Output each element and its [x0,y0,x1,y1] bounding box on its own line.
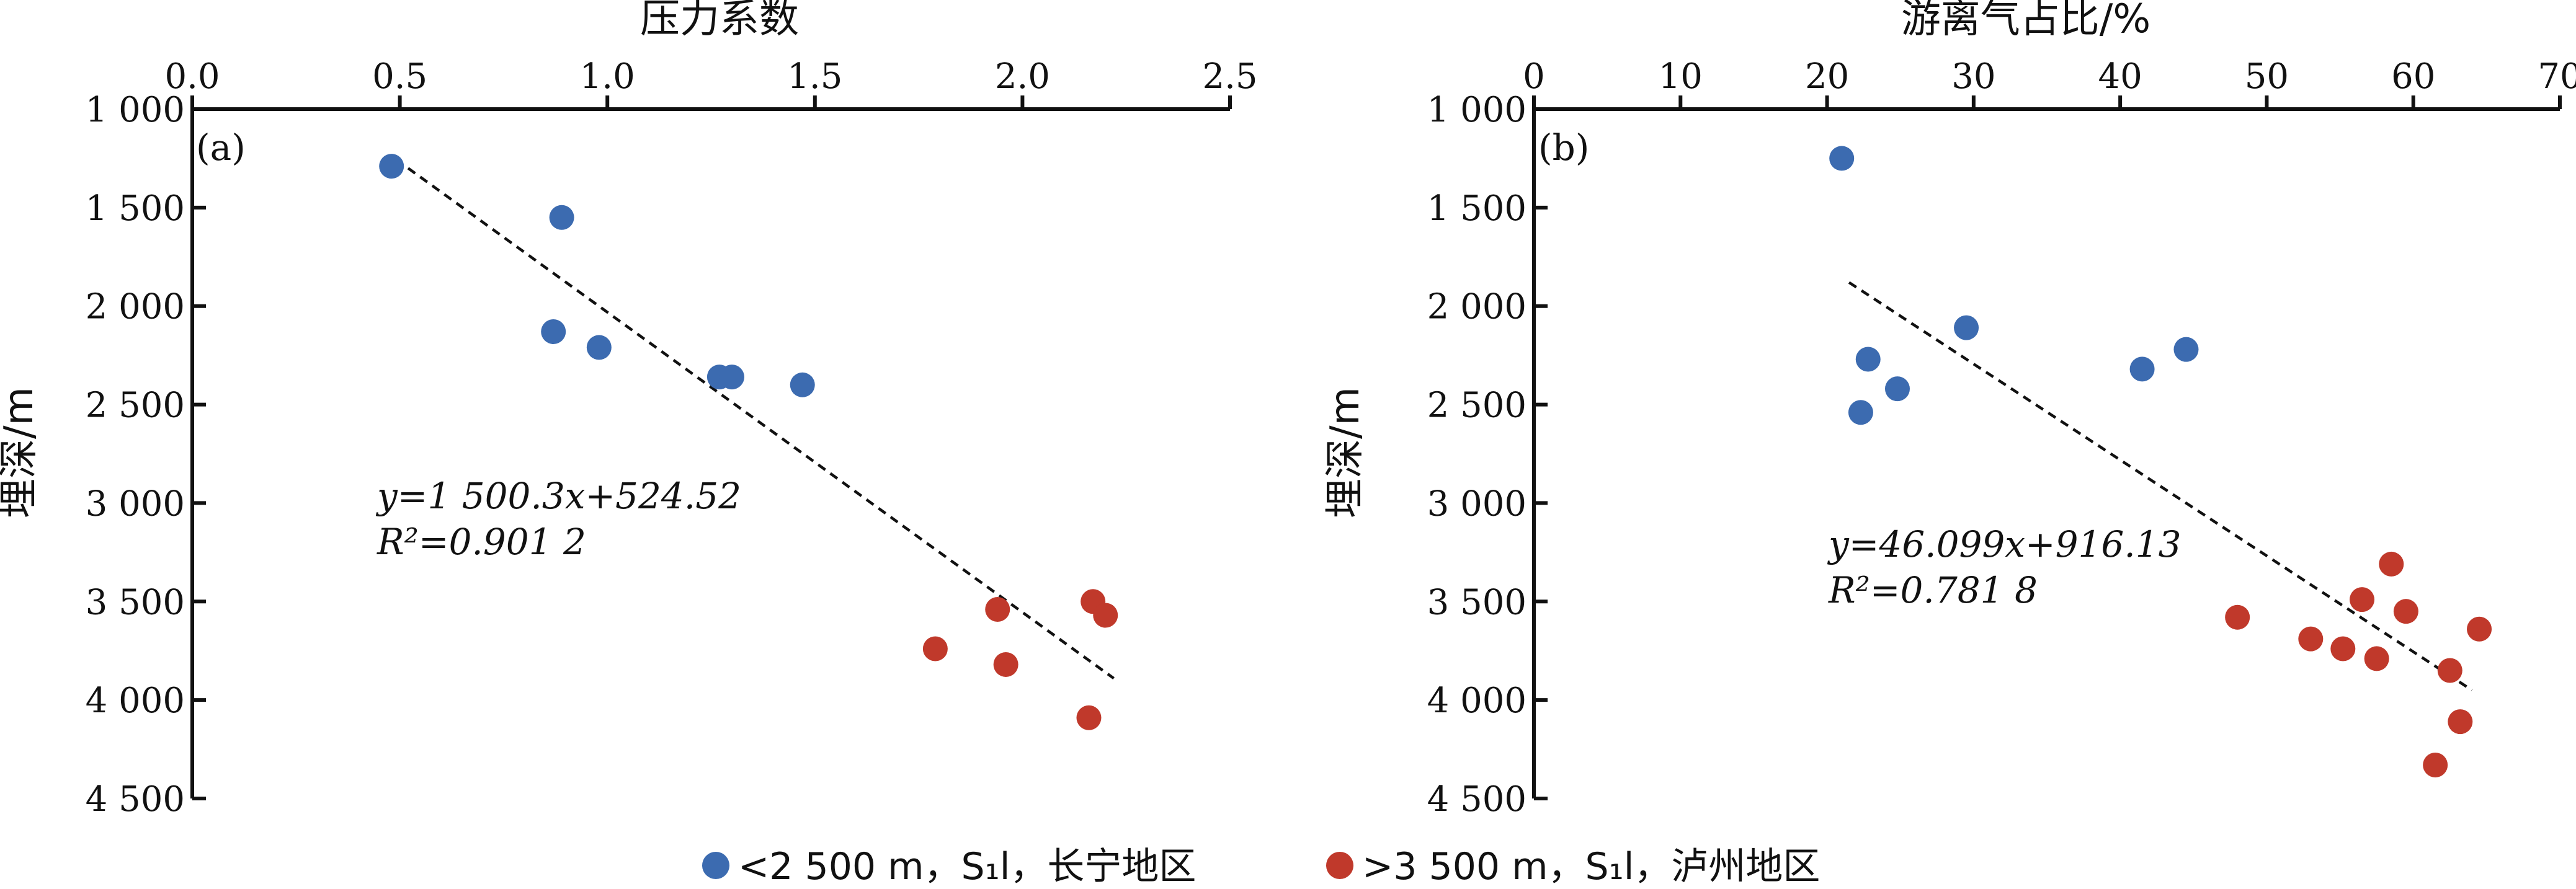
y-tick-label: 4 500 [1427,779,1526,820]
x-tick-label: 2.5 [1202,56,1257,97]
y-tick-label: 1 500 [1427,188,1526,229]
x-tick-label: 0 [1523,56,1545,97]
changning-point [2129,356,2155,382]
luzhou-point [993,652,1018,677]
panel-a-equation: y=1 500.3x+524.52 [375,475,741,517]
changning-point [790,372,815,397]
legend-marker-1 [1326,852,1353,879]
x-tick-label: 20 [1805,56,1849,97]
luzhou-point [985,596,1010,622]
changning-point [379,154,404,179]
panel-a-axes [190,107,1230,798]
luzhou-point [2330,636,2356,661]
panel-b-trendline [1848,281,2473,692]
changning-point [541,319,566,345]
luzhou-point [2350,587,2375,613]
legend-label-0: <2 500 m，S₁l，长宁地区 [738,845,1196,888]
y-tick-label: 3 500 [86,582,185,622]
luzhou-point [2448,709,2473,735]
changning-point [1884,376,1910,402]
panel-a-y-ticks: 1 000 1 500 2 000 2 500 3 000 3 500 4 000 4 500 [86,90,206,820]
panel-b: 游离气占比/% 0 10 20 30 40 50 60 70 1 000 1 500 2 000 2… [1322,0,2576,820]
luzhou-point [2364,646,2389,671]
x-tick-label: 0.0 [164,56,220,97]
panel-b-x-ticks: 0 10 20 30 40 50 60 70 [1523,56,2576,109]
y-tick-label: 3 500 [1427,582,1526,622]
luzhou-point [2467,616,2492,642]
changning-point [1848,400,1873,425]
y-tick-label: 2 000 [86,287,185,327]
changning-point [1855,347,1881,372]
panel-b-x-title: 游离气占比/% [1901,0,2150,42]
x-tick-label: 50 [2245,56,2289,97]
y-tick-label: 3 000 [86,484,185,524]
changning-point [1829,146,1855,171]
x-tick-label: 1.0 [580,56,635,97]
x-tick-label: 70 [2538,56,2576,97]
panel-b-r2: R²=0.781 8 [1828,569,2038,611]
luzhou-point [2225,604,2250,630]
luzhou-point [922,636,948,661]
luzhou-point [1076,705,1102,730]
changning-point [1954,315,1979,340]
panel-b-label: (b) [1538,126,1589,169]
panel-b-axes [1532,107,2560,798]
x-tick-label: 10 [1659,56,1703,97]
y-tick-label: 2 500 [86,386,185,426]
luzhou-point [2393,599,2418,624]
panel-b-y-title: 埋深/m [1322,387,1368,518]
changning-point [719,365,744,390]
legend-label-1: >3 500 m，S₁l，泸州地区 [1362,845,1820,888]
panel-a-x-title: 压力系数 [640,0,799,42]
luzhou-point [1093,603,1118,628]
y-tick-label: 4 000 [1427,681,1526,721]
x-tick-label: 2.0 [995,56,1050,97]
x-tick-label: 60 [2391,56,2435,97]
panel-a-y-title: 埋深/m [0,387,42,518]
legend: <2 500 m，S₁l，长宁地区 >3 500 m，S₁l，泸州地区 [702,845,1820,888]
x-tick-label: 30 [1951,56,1995,97]
y-tick-label: 1 000 [1427,90,1526,130]
luzhou-point [2298,626,2324,652]
panel-a-trendline [407,167,1115,680]
x-tick-label: 1.5 [787,56,842,97]
luzhou-point [2437,658,2462,683]
y-tick-label: 1 000 [86,90,185,130]
luzhou-point [2423,752,2448,777]
luzhou-point [2379,551,2404,577]
y-tick-label: 3 000 [1427,484,1526,524]
panel-a-r2: R²=0.901 2 [377,521,586,563]
panel-b-equation: y=46.099x+916.13 [1827,523,2182,565]
y-tick-label: 2 000 [1427,287,1526,327]
panel-a-points [379,154,1118,730]
panel-a: 压力系数 0.0 0.5 1.0 1.5 2.0 2.5 1 000 1 500 2 000 2… [0,0,1258,820]
panel-b-points [1829,146,2492,777]
y-tick-label: 4 500 [86,779,185,820]
legend-marker-0 [702,852,729,879]
panel-b-y-ticks: 1 000 1 500 2 000 2 500 3 000 3 500 4 000 4 500 [1427,90,1548,820]
changning-point [586,335,612,360]
changning-point [2173,337,2199,362]
x-tick-label: 0.5 [372,56,427,97]
y-tick-label: 4 000 [86,681,185,721]
panel-a-x-ticks: 0.0 0.5 1.0 1.5 2.0 2.5 [164,56,1258,109]
y-tick-label: 1 500 [86,188,185,229]
y-tick-label: 2 500 [1427,386,1526,426]
x-tick-label: 40 [2098,56,2142,97]
changning-point [549,205,574,230]
panel-a-label: (a) [196,126,246,169]
